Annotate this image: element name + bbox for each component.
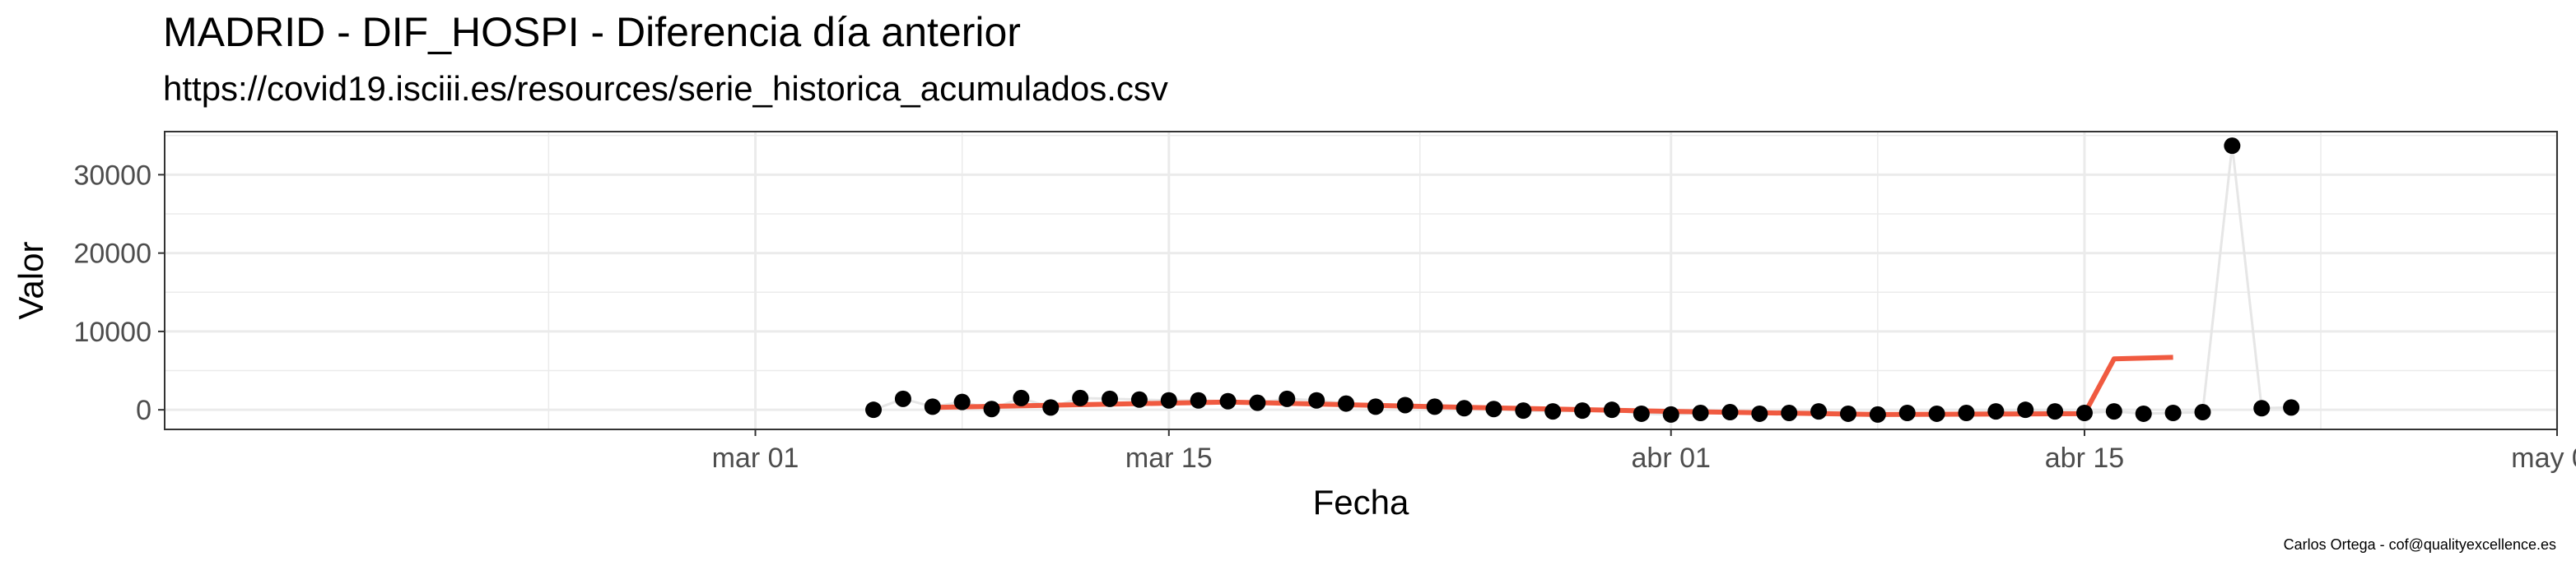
data-point bbox=[1190, 392, 1207, 409]
data-point bbox=[983, 401, 1000, 418]
chart-subtitle: https://covid19.isciii.es/resources/seri… bbox=[163, 69, 1168, 108]
chart-caption: Carlos Ortega - cof@qualityexcellence.es bbox=[2283, 536, 2556, 553]
data-point bbox=[1810, 403, 1828, 420]
data-point bbox=[1751, 405, 1768, 422]
x-tick-label: abr 15 bbox=[2045, 443, 2124, 474]
x-axis-title: Fecha bbox=[1313, 483, 1409, 522]
plot-panel bbox=[165, 132, 2557, 429]
data-point bbox=[1633, 405, 1650, 422]
data-point bbox=[1574, 402, 1591, 420]
data-point bbox=[1042, 399, 1060, 416]
data-point bbox=[1338, 395, 1355, 412]
data-point bbox=[2194, 404, 2211, 421]
plot-border bbox=[164, 131, 2558, 430]
y-tick-label: 30000 bbox=[73, 160, 151, 191]
chart-title: MADRID - DIF_HOSPI - Diferencia día ante… bbox=[163, 9, 1021, 55]
data-point bbox=[1102, 390, 1119, 407]
y-tick-label: 0 bbox=[136, 395, 151, 426]
data-point bbox=[1515, 402, 1532, 420]
data-point bbox=[2047, 403, 2064, 420]
data-point bbox=[1426, 398, 1443, 415]
data-point bbox=[1928, 405, 1945, 422]
data-point bbox=[2075, 404, 2093, 421]
y-tick-label: 10000 bbox=[73, 317, 151, 348]
data-point bbox=[1544, 403, 1562, 420]
data-point bbox=[1869, 406, 1886, 423]
data-point bbox=[2164, 404, 2182, 421]
data-point bbox=[1898, 404, 1916, 421]
data-point bbox=[1839, 405, 1856, 422]
data-point bbox=[2224, 137, 2241, 155]
x-tick-label: mar 01 bbox=[712, 443, 799, 474]
x-tick-label: may 01 bbox=[2511, 443, 2576, 474]
data-point bbox=[1987, 403, 2005, 420]
data-point bbox=[953, 393, 971, 410]
x-tick-label: mar 15 bbox=[1125, 443, 1213, 474]
data-point bbox=[2253, 400, 2271, 417]
data-point bbox=[1396, 396, 1414, 414]
data-point bbox=[2283, 399, 2300, 416]
data-point bbox=[1160, 392, 1177, 409]
data-point bbox=[865, 401, 883, 419]
data-point bbox=[1485, 401, 1502, 418]
data-point bbox=[1279, 390, 1296, 407]
data-point bbox=[1219, 392, 1237, 410]
y-tick-label: 20000 bbox=[73, 239, 151, 270]
data-point bbox=[1249, 394, 1266, 411]
data-point bbox=[2135, 405, 2152, 422]
data-point bbox=[1603, 401, 1620, 419]
data-point bbox=[1130, 391, 1148, 408]
data-point bbox=[1367, 398, 1384, 415]
y-axis-title: Valor bbox=[12, 242, 50, 320]
data-point bbox=[1662, 406, 1679, 423]
data-point bbox=[924, 398, 941, 415]
data-point bbox=[1692, 404, 1709, 421]
data-point bbox=[2105, 403, 2122, 420]
data-point bbox=[1958, 404, 1975, 421]
data-point bbox=[1721, 404, 1739, 421]
data-point bbox=[1308, 392, 1325, 409]
data-point bbox=[894, 390, 911, 407]
data-point bbox=[1781, 404, 1798, 421]
data-point bbox=[1013, 389, 1030, 406]
data-point bbox=[2017, 401, 2034, 419]
data-point bbox=[1072, 389, 1089, 406]
x-tick-label: abr 01 bbox=[1632, 443, 1711, 474]
data-point bbox=[1456, 400, 1473, 417]
